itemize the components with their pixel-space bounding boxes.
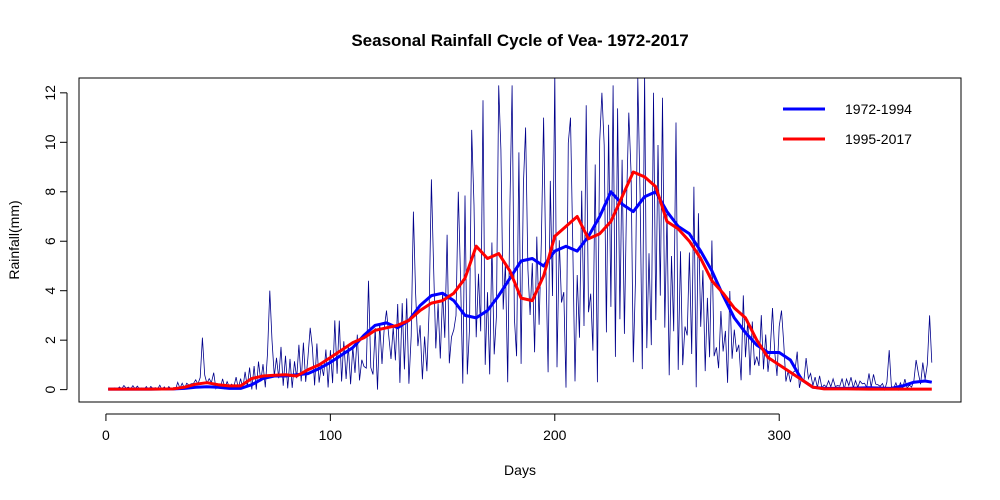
x-axis: 0 100 200 300 — [102, 413, 792, 443]
legend-label-1995-2017: 1995-2017 — [845, 131, 912, 147]
daily-rainfall-layer — [108, 78, 933, 391]
y-tick-label: 0 — [42, 386, 58, 394]
y-tick-label: 6 — [42, 237, 58, 245]
y-axis: 0 2 4 6 8 10 12 — [42, 85, 68, 394]
series-line-1972-1994 — [108, 190, 933, 391]
x-tick-label: 0 — [102, 427, 110, 443]
series-layer — [108, 170, 933, 391]
plot-area — [108, 78, 933, 391]
x-tick-label: 200 — [543, 427, 567, 443]
legend-label-1972-1994: 1972-1994 — [845, 101, 912, 117]
x-tick-label: 100 — [319, 427, 343, 443]
legend: 1972-1994 1995-2017 — [762, 92, 947, 160]
chart-title: Seasonal Rainfall Cycle of Vea- 1972-201… — [351, 31, 688, 50]
y-tick-label: 10 — [42, 134, 58, 150]
y-tick-label: 8 — [42, 188, 58, 196]
series-line-1995-2017 — [108, 170, 932, 391]
daily-rainfall-line — [108, 78, 933, 391]
legend-box — [762, 92, 947, 160]
x-axis-label: Days — [504, 462, 536, 478]
x-tick-label: 300 — [768, 427, 792, 443]
y-axis-label: Rainfall(mm) — [6, 200, 22, 279]
y-tick-label: 2 — [42, 336, 58, 344]
y-tick-label: 4 — [42, 287, 58, 295]
y-tick-label: 12 — [42, 85, 58, 101]
plot-frame — [78, 77, 962, 403]
